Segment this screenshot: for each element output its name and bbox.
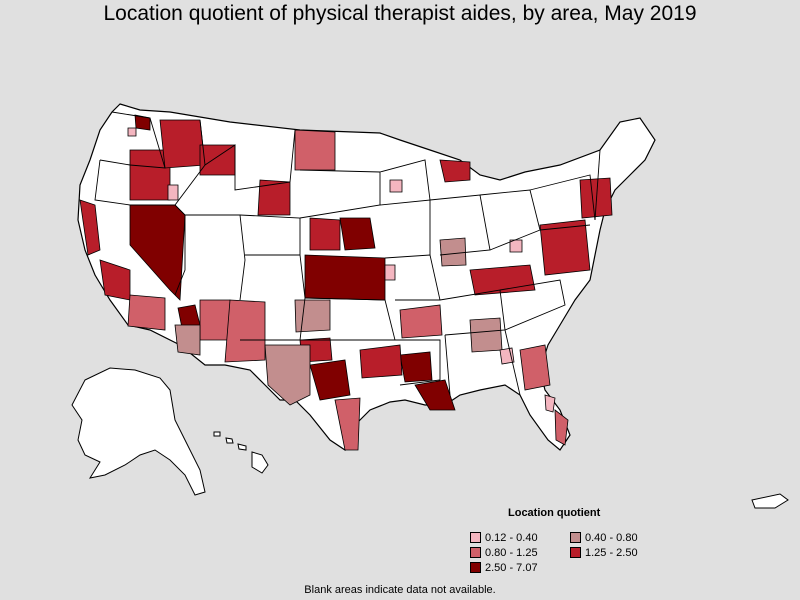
legend-swatch — [570, 532, 581, 543]
legend-swatch — [470, 562, 481, 573]
legend-label: 1.25 - 2.50 — [585, 546, 638, 559]
legend-item: 2.50 - 7.07 — [470, 561, 570, 574]
legend-label: 0.12 - 0.40 — [485, 531, 538, 544]
hawaii-shape — [213, 431, 269, 474]
alaska-shape — [71, 367, 206, 496]
legend-label: 2.50 - 7.07 — [485, 561, 538, 574]
puerto-rico-shape — [751, 493, 789, 509]
area-patches — [79, 114, 613, 451]
legend-swatch — [470, 547, 481, 558]
legend-swatch — [570, 547, 581, 558]
legend-items: 0.12 - 0.40 0.40 - 0.80 0.80 - 1.25 1.25… — [470, 531, 670, 574]
legend-title: Location quotient — [508, 507, 601, 519]
footnote: Blank areas indicate data not available. — [304, 584, 496, 596]
legend-item: 0.40 - 0.80 — [570, 531, 670, 544]
legend: Location quotient 0.12 - 0.40 0.40 - 0.8… — [470, 507, 670, 574]
legend-swatch — [470, 532, 481, 543]
legend-item: 1.25 - 2.50 — [570, 546, 670, 559]
legend-item: 0.12 - 0.40 — [470, 531, 570, 544]
state-borders — [94, 111, 601, 396]
legend-label: 0.80 - 1.25 — [485, 546, 538, 559]
map-title: Location quotient of physical therapist … — [103, 2, 697, 25]
legend-item: 0.80 - 1.25 — [470, 546, 570, 559]
legend-label: 0.40 - 0.80 — [585, 531, 638, 544]
